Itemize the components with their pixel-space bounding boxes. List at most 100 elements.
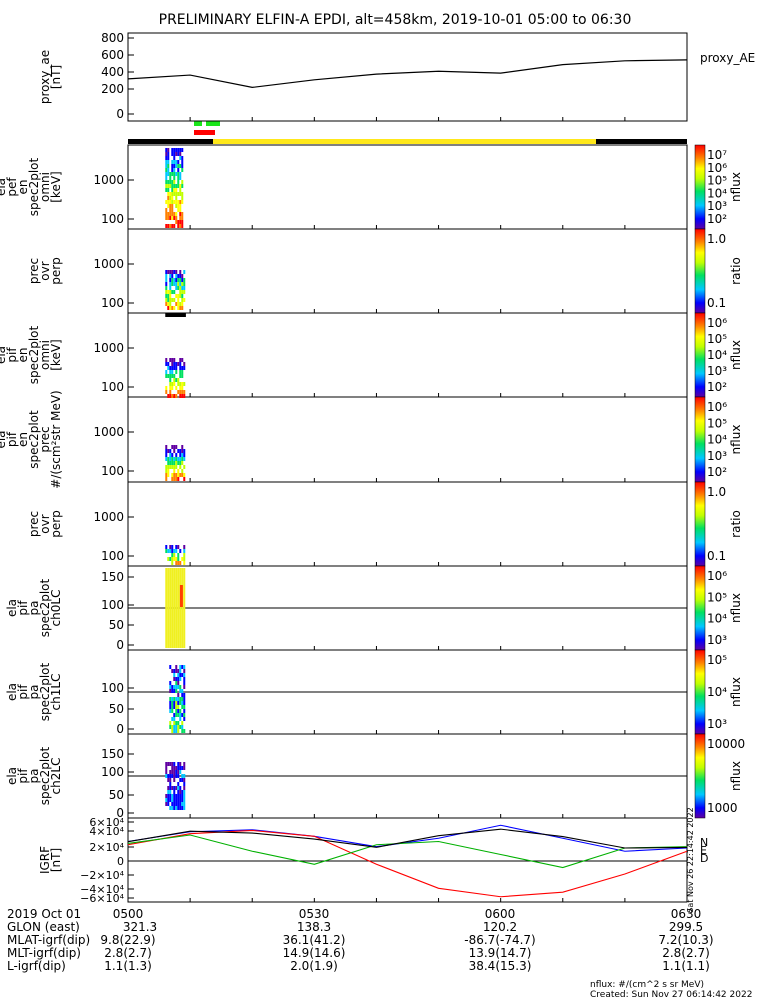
y-tick-label: 150 — [101, 570, 124, 584]
spectrogram-cell — [177, 477, 180, 481]
spectrogram-cell — [173, 553, 176, 557]
spectrogram-cell — [171, 770, 174, 774]
spectrogram-cell — [173, 282, 176, 286]
spectrogram-cell — [175, 160, 178, 164]
spectrogram-cell — [171, 188, 174, 192]
spectrogram-cell — [181, 148, 184, 152]
spectrogram-cell — [179, 568, 182, 648]
spectrogram-cell — [173, 725, 176, 729]
y-axis-label: ela — [0, 346, 8, 364]
spectrogram-cell — [165, 290, 168, 294]
spectrogram-cell — [173, 770, 176, 774]
spectrogram-cell — [177, 798, 180, 802]
spectrogram-cell — [165, 148, 168, 152]
y-axis-label: [keV] — [49, 339, 63, 370]
colorbar-label: ratio — [729, 510, 743, 538]
spectrogram-cell — [173, 184, 176, 188]
spectrogram-cell — [173, 374, 176, 378]
spectrogram-cell — [179, 302, 182, 306]
spectrogram-cell — [179, 278, 182, 282]
spectrogram-cell — [165, 208, 168, 212]
spectrogram-cell — [181, 216, 184, 220]
spectrogram-cell — [181, 278, 184, 282]
spectrogram-cell — [181, 689, 184, 693]
spectrogram-cell — [171, 786, 174, 790]
spectrogram-cell — [177, 220, 180, 224]
eph-row-label: MLT-igrf(dip) — [7, 946, 81, 960]
spectrogram-cell — [173, 156, 176, 160]
spectrogram-cell — [181, 282, 184, 286]
spectrogram-cell — [169, 465, 172, 469]
spectrogram-cell — [183, 709, 186, 713]
spectrogram-cell — [169, 685, 172, 689]
spectrogram-cell — [169, 278, 172, 282]
spectrogram-cell — [173, 786, 176, 790]
spectrogram-cell — [181, 469, 184, 473]
colorbar-label: nflux — [729, 677, 743, 707]
eph-value: -86.7(-74.7) — [464, 933, 535, 947]
spectrogram-cell — [181, 665, 184, 669]
spectrogram-cell — [179, 172, 182, 176]
status-bars — [128, 121, 687, 144]
spectrogram-cell — [173, 180, 176, 184]
colorbar — [694, 312, 706, 398]
spectrogram-cell — [177, 770, 180, 774]
spectrogram-cell — [173, 806, 176, 810]
spectrogram-cell — [173, 148, 176, 152]
spectrogram-cell — [181, 445, 184, 449]
eph-value: 0630 — [671, 907, 702, 921]
panel-frame — [127, 228, 688, 314]
spectrogram-cell — [175, 685, 178, 689]
eph-value: 2.8(2.7) — [104, 946, 152, 960]
spectrogram-cell — [183, 366, 186, 370]
spectrogram-cell — [169, 806, 172, 810]
spectrogram-cell — [169, 701, 172, 705]
eph-value: 299.5 — [669, 920, 703, 934]
spectrogram-cell — [173, 669, 176, 673]
spectrogram-cell — [179, 224, 182, 228]
spectrogram-cell — [167, 473, 170, 477]
colorbar-tick-label: 0.1 — [707, 549, 726, 563]
igrf-legend-letter: N — [700, 836, 708, 849]
spectrogram-cell — [179, 270, 182, 274]
spectrogram-cell — [169, 697, 172, 701]
spectrogram-cell — [177, 473, 180, 477]
eph-value: 14.9(14.6) — [283, 946, 346, 960]
spectrogram-cell — [169, 790, 172, 794]
colorbar-tick-label: 10² — [707, 212, 727, 226]
spectrogram-cell — [173, 762, 176, 766]
y-axis-label: prec — [27, 258, 41, 284]
spectrogram-cell — [179, 766, 182, 770]
spectrogram-cell — [167, 557, 170, 561]
spectrogram-cell — [179, 204, 182, 208]
eph-row-label: MLAT-igrf(dip) — [7, 933, 90, 947]
spectrogram-cell — [167, 152, 170, 156]
spectrogram-cell — [165, 270, 168, 274]
spectrogram-cell — [171, 208, 174, 212]
spectrogram-cell — [175, 445, 178, 449]
spectrogram-cell — [175, 806, 178, 810]
spectrogram-cell — [167, 794, 170, 798]
spectrogram-cell — [165, 449, 168, 453]
y-axis-label: pa — [27, 685, 41, 700]
y-axis-label: ovr — [38, 514, 52, 533]
spectrogram-cell — [181, 168, 184, 172]
spectrogram-cell — [169, 378, 172, 382]
spectrogram-cell — [177, 306, 180, 310]
spectrogram-cell — [177, 160, 180, 164]
spectrogram-cell — [183, 794, 186, 798]
colorbar-tick-label: 1.0 — [707, 232, 726, 246]
spectrogram-cell — [175, 370, 178, 374]
spectrogram-cell — [171, 717, 174, 721]
colorbar-tick-label: 10⁶ — [707, 316, 727, 330]
spectrogram-cell — [181, 294, 184, 298]
spectrogram-cell — [181, 766, 184, 770]
colorbar — [694, 649, 706, 735]
spectrogram-cell — [177, 457, 180, 461]
spectrogram-cell — [171, 382, 174, 386]
spectrogram-pif — [165, 358, 186, 398]
spectrogram-cell — [179, 790, 182, 794]
y-axis-label: perp — [49, 257, 63, 285]
spectrogram-cell — [183, 806, 186, 810]
